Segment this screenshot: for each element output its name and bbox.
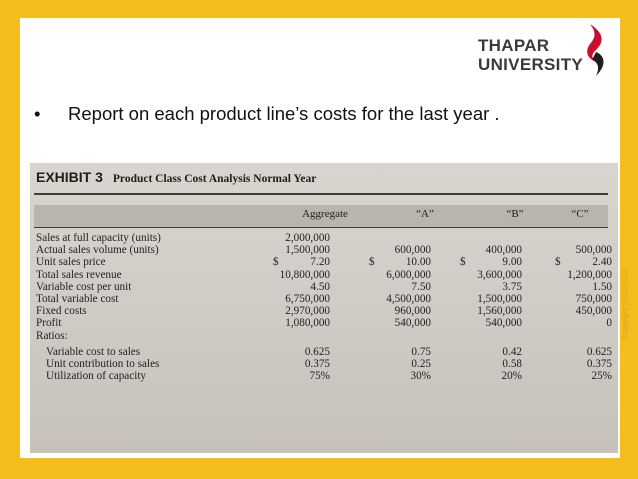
column-header-b: “B” bbox=[506, 208, 524, 220]
logo-wordmark: THAPAR UNIVERSITY bbox=[478, 36, 583, 74]
column-header-aggregate: Aggregate bbox=[302, 208, 348, 220]
table-cell: 1,080,000 bbox=[285, 317, 330, 330]
table-cell: 2,970,000 bbox=[285, 305, 330, 318]
table-cell: 1,200,000 bbox=[567, 268, 612, 281]
table-cell: 0 bbox=[606, 317, 612, 330]
copyright-text: Copyright 2013-2014 bbox=[620, 269, 630, 340]
table-cell: 20% bbox=[501, 370, 522, 383]
table-cell: 9.00 bbox=[502, 256, 522, 269]
row-label: Ratios: bbox=[36, 329, 68, 342]
table-cell: 0.625 bbox=[586, 345, 612, 358]
exhibit-tag: EXHIBIT 3 bbox=[36, 169, 103, 185]
row-label: Variable cost to sales bbox=[46, 345, 141, 358]
table-cell: 4,500,000 bbox=[386, 293, 431, 305]
table-cell: 1,560,000 bbox=[477, 305, 522, 318]
column-header-c: “C” bbox=[571, 208, 589, 220]
table-cell: 500,000 bbox=[575, 244, 612, 257]
row-label: Actual sales volume (units) bbox=[36, 244, 159, 257]
table-cell: 0.625 bbox=[304, 345, 330, 358]
table-cell: 0.42 bbox=[502, 345, 522, 358]
dollar-sign: $ bbox=[555, 256, 561, 269]
table-cell: 4.50 bbox=[310, 280, 330, 293]
table-cell: 2,000,000 bbox=[285, 232, 330, 244]
row-label: Fixed costs bbox=[36, 305, 87, 318]
dollar-sign: $ bbox=[273, 256, 279, 269]
row-label: Total variable cost bbox=[36, 293, 119, 305]
logo-line-1: THAPAR bbox=[478, 36, 550, 55]
bullet-text: Report on each product line’s costs for … bbox=[68, 103, 500, 124]
table-cell: 10.00 bbox=[405, 256, 431, 269]
bullet-symbol: • bbox=[34, 103, 41, 124]
table-cell: 2.40 bbox=[592, 256, 612, 269]
table-cell: 3.75 bbox=[502, 280, 522, 293]
table-cell: 960,000 bbox=[394, 305, 431, 318]
table-cell: 450,000 bbox=[575, 305, 612, 318]
table-cell: 25% bbox=[591, 370, 612, 383]
table-cell: 1,500,000 bbox=[477, 293, 522, 305]
table-cell: 6,750,000 bbox=[285, 293, 330, 305]
row-label: Profit bbox=[36, 317, 62, 330]
table-cell: 0.375 bbox=[586, 358, 612, 370]
table-cell: 1.50 bbox=[592, 280, 612, 293]
table-cell: 0.25 bbox=[411, 358, 431, 370]
top-rule bbox=[34, 193, 608, 195]
copyright-notice: Copyright 2013-2014 bbox=[618, 170, 632, 440]
table-cell: 1,500,000 bbox=[285, 244, 330, 257]
table-cell: 400,000 bbox=[485, 244, 522, 257]
exhibit-title: Product Class Cost Analysis Normal Year bbox=[112, 173, 317, 185]
row-label: Sales at full capacity (units) bbox=[36, 232, 161, 244]
row-label: Unit sales price bbox=[36, 256, 106, 269]
table-cell: 3,600,000 bbox=[477, 268, 522, 281]
table-cell: 540,000 bbox=[394, 317, 431, 330]
table-cell: 30% bbox=[410, 370, 431, 383]
table-cell: 600,000 bbox=[394, 244, 431, 257]
dollar-sign: $ bbox=[460, 256, 466, 269]
table-cell: 7.50 bbox=[411, 280, 431, 293]
table-cell: 0.58 bbox=[502, 358, 522, 370]
university-logo: THAPAR UNIVERSITY bbox=[478, 22, 618, 92]
row-label: Variable cost per unit bbox=[36, 280, 132, 293]
table-cell: 75% bbox=[309, 370, 330, 383]
logo-line-2: UNIVERSITY bbox=[478, 55, 584, 74]
row-label: Utilization of capacity bbox=[46, 370, 147, 383]
dollar-sign: $ bbox=[369, 256, 375, 269]
table-cell: 7.20 bbox=[310, 256, 330, 269]
exhibit-heading: EXHIBIT 3 Product Class Cost Analysis No… bbox=[36, 169, 316, 187]
column-header-a: “A” bbox=[416, 208, 434, 220]
header-band bbox=[34, 205, 608, 227]
row-label: Total sales revenue bbox=[36, 268, 122, 281]
flame-emblem-icon bbox=[587, 24, 604, 76]
exhibit-photo: EXHIBIT 3 Product Class Cost Analysis No… bbox=[30, 163, 618, 453]
table-cell: 540,000 bbox=[485, 317, 522, 330]
table-cell: 10,800,000 bbox=[279, 268, 330, 281]
header-rule bbox=[34, 227, 608, 228]
table-cell: 6,000,000 bbox=[386, 268, 431, 281]
row-label: Unit contribution to sales bbox=[46, 358, 160, 370]
table-cell: 750,000 bbox=[575, 293, 612, 305]
table-cell: 0.375 bbox=[304, 358, 330, 370]
table-cell: 0.75 bbox=[411, 345, 431, 358]
